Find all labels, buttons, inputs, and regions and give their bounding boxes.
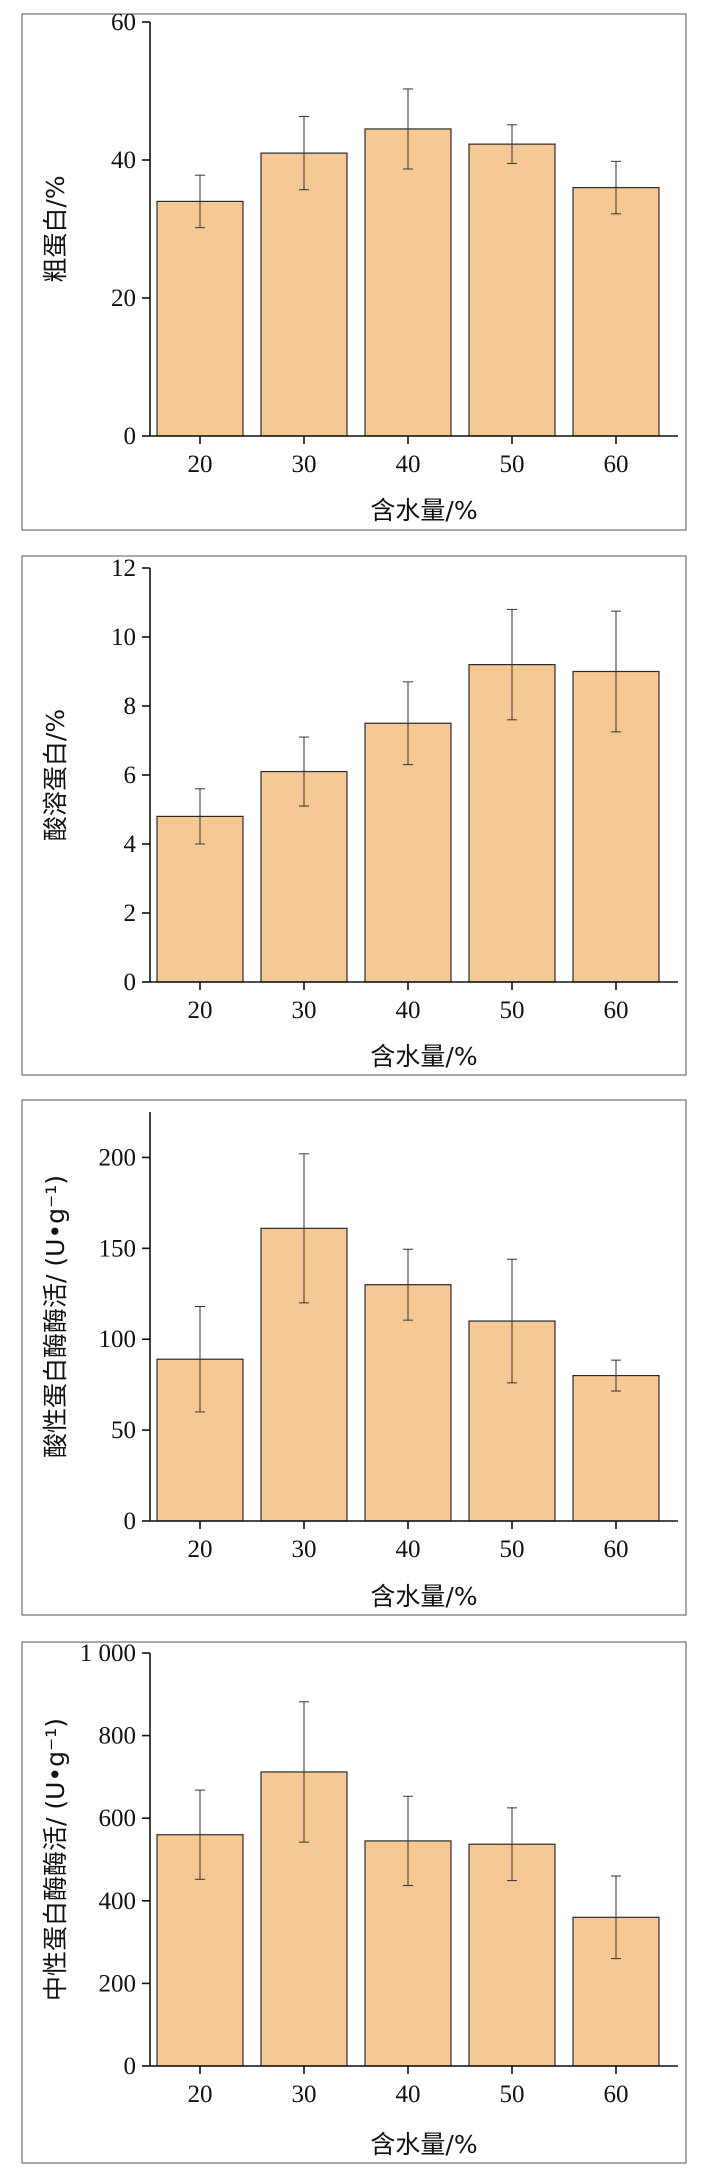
x-tick-label: 30 — [292, 451, 317, 478]
y-tick-label: 800 — [99, 1723, 137, 1750]
y-tick-label: 1 000 — [80, 1640, 136, 1667]
y-tick-label: 200 — [99, 1970, 137, 1997]
error-bar-20 — [195, 174, 205, 229]
x-tick-label: 20 — [188, 2081, 213, 2108]
panel-frame — [21, 1099, 687, 1616]
error-bar-40 — [403, 1795, 413, 1887]
error-bar-20 — [195, 788, 205, 845]
y-tick-label: 200 — [99, 1144, 137, 1171]
y-tick-label: 40 — [111, 147, 136, 174]
bar-40 — [364, 1284, 452, 1522]
bar-50 — [468, 1843, 556, 2067]
error-bar-30 — [299, 1701, 309, 1843]
error-bar-30 — [299, 1153, 309, 1304]
y-tick-label: 2 — [124, 900, 137, 927]
panel-frame — [21, 1641, 687, 2164]
bar-20 — [156, 200, 244, 437]
y-tick-label: 8 — [124, 693, 137, 720]
x-tick-label: 20 — [188, 451, 213, 478]
y-axis-title: 中性蛋白酶酶活/ (U•g⁻¹) — [41, 1718, 70, 2001]
y-tick-label: 60 — [111, 9, 136, 36]
x-axis-title: 含水量/% — [370, 1042, 477, 1071]
error-bar-30 — [299, 116, 309, 191]
bar-50 — [468, 143, 556, 437]
panel-frame — [21, 13, 687, 531]
error-bar-20 — [195, 1306, 205, 1413]
x-tick-label: 60 — [604, 997, 629, 1024]
x-tick-label: 50 — [500, 2081, 525, 2108]
x-axis-title: 含水量/% — [370, 496, 477, 525]
y-tick-label: 20 — [111, 285, 136, 312]
error-bar-60 — [611, 610, 621, 733]
x-tick-label: 60 — [604, 451, 629, 478]
x-tick-label: 40 — [396, 451, 421, 478]
y-tick-label: 0 — [124, 423, 137, 450]
y-tick-label: 150 — [99, 1235, 137, 1262]
chart-panel-2: 0 2 4 6 8 10 12 20 30 40 50 60 含水量/% 酸溶蛋白/% — [21, 555, 687, 1076]
error-bar-40 — [403, 681, 413, 766]
x-tick-label: 20 — [188, 997, 213, 1024]
panel-frame — [21, 555, 687, 1076]
bar-30 — [260, 770, 348, 983]
y-axis-title: 酸溶蛋白/% — [41, 709, 70, 841]
bar-30 — [260, 152, 348, 437]
y-tick-label: 10 — [111, 624, 136, 651]
error-bar-50 — [507, 1807, 517, 1882]
x-tick-label: 40 — [396, 997, 421, 1024]
bar-40 — [364, 722, 452, 983]
chart-panel-4: 0 200 400 600 800 1 000 20 30 40 50 60 含水量/% 中性蛋白酶酶活… — [21, 1640, 687, 2164]
x-tick-label: 30 — [292, 2081, 317, 2108]
y-tick-label: 0 — [124, 2053, 137, 2080]
error-bar-40 — [403, 1248, 413, 1321]
y-tick-label: 600 — [99, 1805, 137, 1832]
error-bar-40 — [403, 88, 413, 170]
y-axis-title: 粗蛋白/% — [41, 175, 70, 282]
x-tick-label: 40 — [396, 2081, 421, 2108]
x-tick-label: 60 — [604, 2081, 629, 2108]
y-axis-title: 酸性蛋白酶酶活/ (U•g⁻¹) — [41, 1175, 70, 1458]
bar-60 — [572, 1374, 660, 1522]
y-tick-label: 50 — [111, 1417, 136, 1444]
x-tick-label: 50 — [500, 1536, 525, 1563]
error-bar-50 — [507, 608, 517, 721]
x-tick-label: 50 — [500, 997, 525, 1024]
chart-panel-3: 0 50 100 150 200 20 30 40 50 60 含水量/% 酸性蛋白酶酶活/ (U•g… — [21, 1099, 687, 1616]
error-bar-50 — [507, 1258, 517, 1384]
x-tick-label: 20 — [188, 1536, 213, 1563]
error-bar-20 — [195, 1789, 205, 1880]
y-tick-label: 400 — [99, 1888, 137, 1915]
y-tick-label: 100 — [99, 1326, 137, 1353]
error-bar-50 — [507, 124, 517, 164]
y-tick-label: 0 — [124, 1508, 137, 1535]
bar-60 — [572, 187, 660, 437]
x-tick-label: 50 — [500, 451, 525, 478]
bar-40 — [364, 128, 452, 437]
y-tick-label: 4 — [124, 831, 137, 858]
x-tick-label: 60 — [604, 1536, 629, 1563]
x-tick-label: 30 — [292, 1536, 317, 1563]
x-axis-title: 含水量/% — [370, 2130, 477, 2159]
error-bar-60 — [611, 1359, 621, 1392]
x-tick-label: 30 — [292, 997, 317, 1024]
x-axis-title: 含水量/% — [370, 1582, 477, 1611]
error-bar-60 — [611, 160, 621, 215]
error-bar-30 — [299, 736, 309, 807]
y-tick-label: 6 — [124, 762, 137, 789]
y-tick-label: 0 — [124, 969, 137, 996]
chart-panel-1: 0 20 40 60 20 30 40 50 60 含水量/% 粗蛋白/% — [21, 9, 687, 531]
y-tick-label: 12 — [111, 555, 136, 582]
error-bar-60 — [611, 1875, 621, 1960]
x-tick-label: 40 — [396, 1536, 421, 1563]
